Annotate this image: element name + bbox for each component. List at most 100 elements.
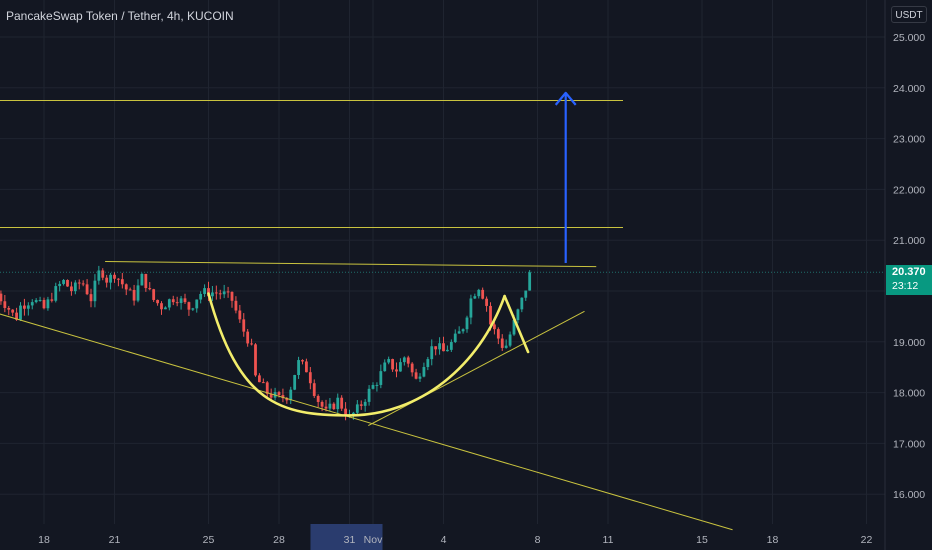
candle-up (211, 292, 214, 297)
candle-up (355, 404, 359, 413)
x-tick-label: 18 (767, 534, 779, 546)
candle-up (422, 367, 426, 377)
candle-up (38, 299, 42, 301)
candle-up (524, 290, 528, 298)
candle-down (250, 343, 253, 345)
candle-up (418, 376, 422, 379)
cup-curve (207, 292, 506, 417)
candle-up (297, 360, 300, 376)
candle-up (140, 273, 144, 286)
y-tick-label: 16.000 (893, 489, 925, 501)
candle-down (316, 395, 320, 402)
candle-down (160, 303, 163, 310)
candle-up (46, 299, 50, 309)
candle-up (473, 296, 477, 299)
x-tick-label: 25 (203, 534, 215, 546)
currency-badge[interactable]: USDT (891, 6, 927, 23)
x-tick-label: Nov (364, 534, 383, 546)
candle-countdown: 23:12 (892, 280, 919, 292)
candle-down (301, 360, 304, 362)
candle-up (328, 403, 332, 409)
candle-down (320, 401, 324, 407)
candle-up (97, 270, 101, 281)
candle-up (199, 293, 203, 300)
x-axis[interactable]: 18 21 25 28 31 Nov 4 8 11 15 18 22 (38, 534, 872, 546)
grid (0, 0, 885, 524)
candle-up (109, 274, 112, 283)
candle-up (402, 357, 406, 363)
candle-down (340, 397, 344, 409)
candle-up (379, 371, 383, 385)
candle-up (504, 345, 508, 348)
y-tick-label: 25.000 (893, 32, 925, 44)
candle-down (175, 302, 179, 304)
candle-up (26, 305, 30, 309)
drawings (0, 91, 885, 531)
candle-down (332, 403, 336, 410)
candle-up (136, 285, 140, 301)
y-tick-label: 23.000 (893, 134, 925, 146)
candle-down (218, 293, 222, 295)
candle-up (293, 375, 297, 390)
candle-down (85, 284, 89, 295)
candle-down (15, 312, 18, 320)
candle-up (457, 331, 461, 334)
candle-down (124, 284, 128, 290)
candle-up (426, 359, 430, 368)
candle-up (387, 359, 391, 363)
x-tick-label: 28 (273, 534, 285, 546)
candle-down (481, 289, 485, 299)
candle-up (371, 385, 375, 389)
target-arrow-head (554, 91, 577, 106)
candle-down (77, 282, 81, 284)
candle-down (305, 361, 308, 373)
candle-down (50, 299, 54, 301)
candle-down (493, 324, 496, 330)
candle-down (207, 288, 210, 297)
x-tick-label: 8 (535, 534, 541, 546)
candle-down (391, 359, 394, 370)
candle-down (3, 301, 7, 308)
candle-up (30, 302, 34, 306)
candle-down (89, 294, 93, 302)
candle-down (128, 289, 132, 291)
candle-down (7, 307, 11, 310)
y-tick-label: 19.000 (893, 337, 925, 349)
candle-down (410, 363, 414, 373)
candle-up (73, 282, 77, 292)
candle-up (465, 317, 469, 330)
x-tick-label: 31 (344, 534, 356, 546)
x-tick-label: 22 (861, 534, 873, 546)
candle-up (375, 384, 379, 386)
candle-up (469, 298, 473, 318)
y-tick-label: 22.000 (893, 184, 925, 196)
candle-down (254, 344, 257, 376)
candle-up (93, 280, 97, 302)
candle-down (414, 372, 418, 379)
candle-up (383, 362, 387, 372)
y-tick-label: 17.000 (893, 438, 925, 450)
x-tick-label: 21 (109, 534, 121, 546)
candle-up (203, 288, 206, 294)
candle-down (42, 299, 46, 309)
candle-down (187, 302, 191, 310)
resistance-line (105, 261, 597, 268)
candle-down (11, 309, 15, 313)
candle-up (528, 272, 532, 291)
candle-down (113, 274, 116, 279)
candle-down (344, 408, 347, 416)
candle-down (171, 299, 175, 303)
candle-up (399, 362, 402, 372)
candle-down (308, 372, 312, 384)
handle-line (503, 294, 530, 354)
candle-up (19, 305, 22, 320)
candle-up (512, 320, 516, 335)
candle-down (312, 383, 316, 396)
candle-down (489, 305, 492, 325)
candle-down (359, 404, 363, 406)
candle-up (520, 297, 524, 310)
candle-down (132, 289, 136, 301)
candle-down (144, 273, 148, 289)
